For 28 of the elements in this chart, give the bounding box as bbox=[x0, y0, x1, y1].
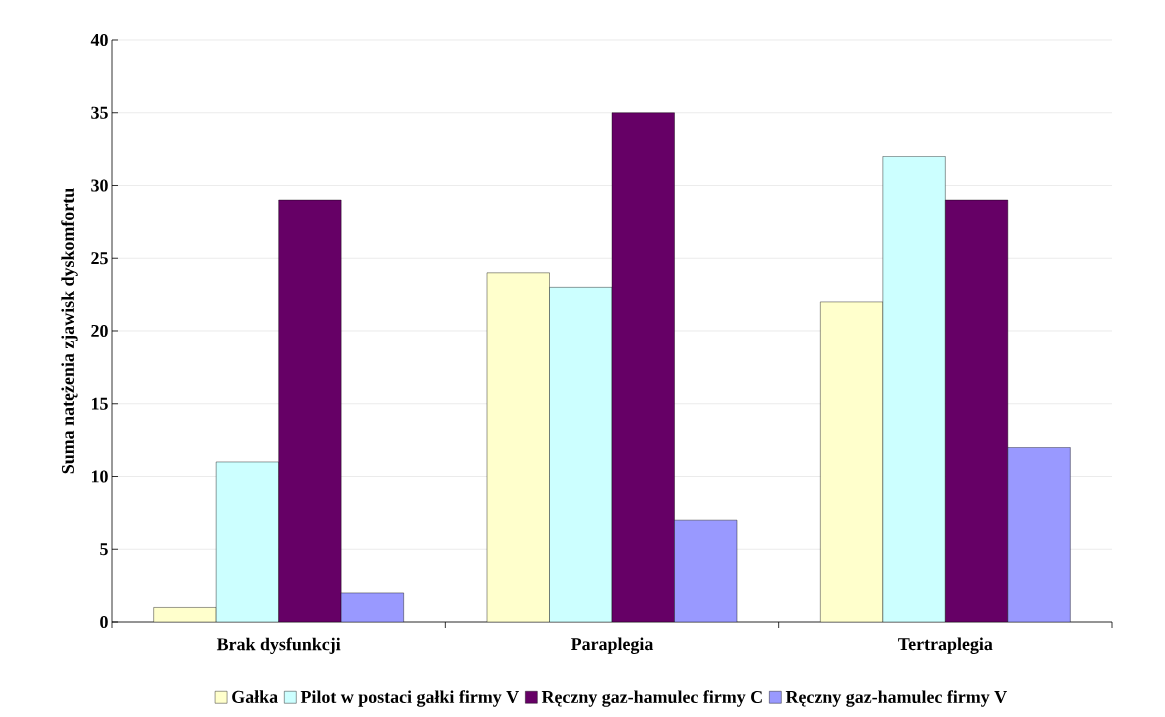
y-tick-label: 40 bbox=[90, 33, 108, 47]
bar bbox=[820, 301, 884, 622]
y-tick-label: 15 bbox=[91, 397, 108, 410]
y-tick-label: 5 bbox=[100, 543, 108, 556]
legend-label: Ręczny gaz-hamulec firmy C bbox=[541, 690, 762, 707]
x-tick-label: Paraplegia bbox=[570, 637, 654, 654]
bar bbox=[486, 272, 550, 622]
x-tick-label: Tertraplegia bbox=[898, 637, 993, 654]
bar bbox=[215, 461, 279, 622]
y-tick-label: 0 bbox=[100, 615, 108, 629]
legend-label: Pilot w postaci gałki firmy V bbox=[300, 690, 519, 707]
bar bbox=[340, 592, 404, 622]
y-tick-label: 25 bbox=[91, 252, 108, 265]
bar bbox=[1007, 447, 1071, 622]
bar bbox=[674, 519, 738, 622]
legend-label: Ręczny gaz-hamulec firmy V bbox=[785, 690, 1007, 707]
bar bbox=[945, 199, 1009, 622]
x-tick-label: Brak dysfunkcji bbox=[216, 637, 341, 655]
bar bbox=[549, 287, 613, 622]
y-tick-label: 35 bbox=[91, 106, 108, 119]
y-axis-title: Suma natężenia zjawisk dyskomfortu bbox=[61, 188, 78, 474]
legend-label: Gałka bbox=[232, 690, 278, 703]
y-tick-label: 30 bbox=[91, 179, 108, 192]
y-tick-label: 10 bbox=[91, 470, 108, 483]
bar bbox=[611, 112, 675, 622]
bar bbox=[278, 199, 342, 622]
y-tick-label: 20 bbox=[91, 324, 108, 338]
bar bbox=[882, 156, 946, 622]
